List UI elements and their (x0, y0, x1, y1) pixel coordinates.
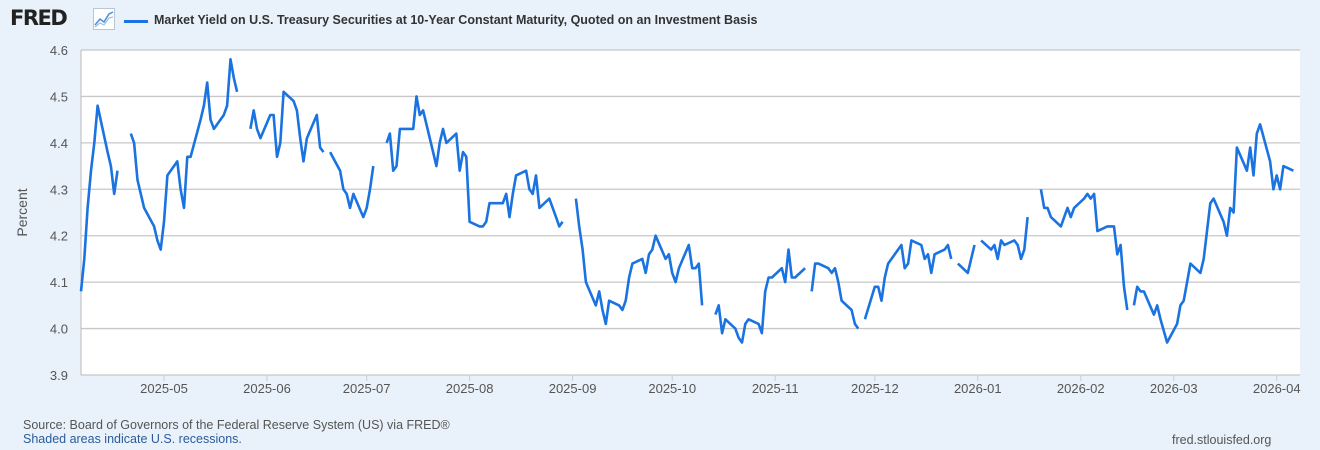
series-line-segment (863, 239, 953, 320)
recession-note-link[interactable]: Shaded areas indicate U.S. recessions. (23, 432, 242, 446)
x-tick-label: 2025-10 (648, 381, 696, 396)
series-line-segment (385, 95, 564, 228)
y-tick-label: 4.0 (50, 322, 68, 337)
series-line-segment (980, 216, 1029, 261)
series-line-segment (714, 248, 806, 344)
series-line-segment (957, 244, 976, 275)
plot-area (81, 50, 1300, 375)
line-chart: 4.6 4.5 4.4 4.3 4.2 4.1 4.0 3.9 2025-05 2025-06 20… (14, 43, 1301, 396)
series-line-segment (129, 57, 239, 251)
x-tick-label: 2025-12 (851, 381, 899, 396)
chart-title: Market Yield on U.S. Treasury Securities… (154, 13, 758, 27)
y-axis-label: Percent (14, 188, 30, 236)
x-tick-label: 2025-05 (140, 381, 188, 396)
y-tick-label: 4.4 (50, 136, 68, 151)
chart-line-icon (93, 8, 115, 30)
series-line-segment (1039, 189, 1129, 311)
series-line-segment (249, 90, 325, 163)
series-line-segment (810, 262, 860, 330)
source-note: Source: Board of Governors of the Federa… (23, 418, 450, 432)
y-tick-label: 4.3 (50, 182, 68, 197)
x-tick-label: 2025-11 (752, 381, 799, 396)
fred-logo[interactable]: FRED (10, 6, 68, 30)
legend-line-swatch (124, 20, 148, 23)
x-tick-label: 2025-08 (446, 381, 494, 396)
x-tick-label: 2025-06 (243, 381, 291, 396)
y-tick-label: 4.5 (50, 89, 68, 104)
x-tick-label: 2025-07 (343, 381, 391, 396)
series-line-segment (328, 151, 375, 219)
series-line-segment (574, 198, 704, 326)
series-line-segment (1132, 123, 1294, 344)
x-tick-label: 2026-04 (1253, 381, 1301, 396)
x-tick-label: 2026-03 (1150, 381, 1198, 396)
y-tick-label: 4.2 (50, 229, 68, 244)
x-tick-label: 2026-02 (1057, 381, 1105, 396)
y-tick-label: 4.6 (50, 43, 68, 58)
x-tick-label: 2026-01 (954, 381, 1002, 396)
site-link[interactable]: fred.stlouisfed.org (1172, 433, 1272, 447)
y-tick-label: 3.9 (50, 368, 68, 383)
y-tick-label: 4.1 (50, 275, 68, 290)
x-tick-label: 2025-09 (549, 381, 597, 396)
series-line-segment (79, 104, 119, 292)
